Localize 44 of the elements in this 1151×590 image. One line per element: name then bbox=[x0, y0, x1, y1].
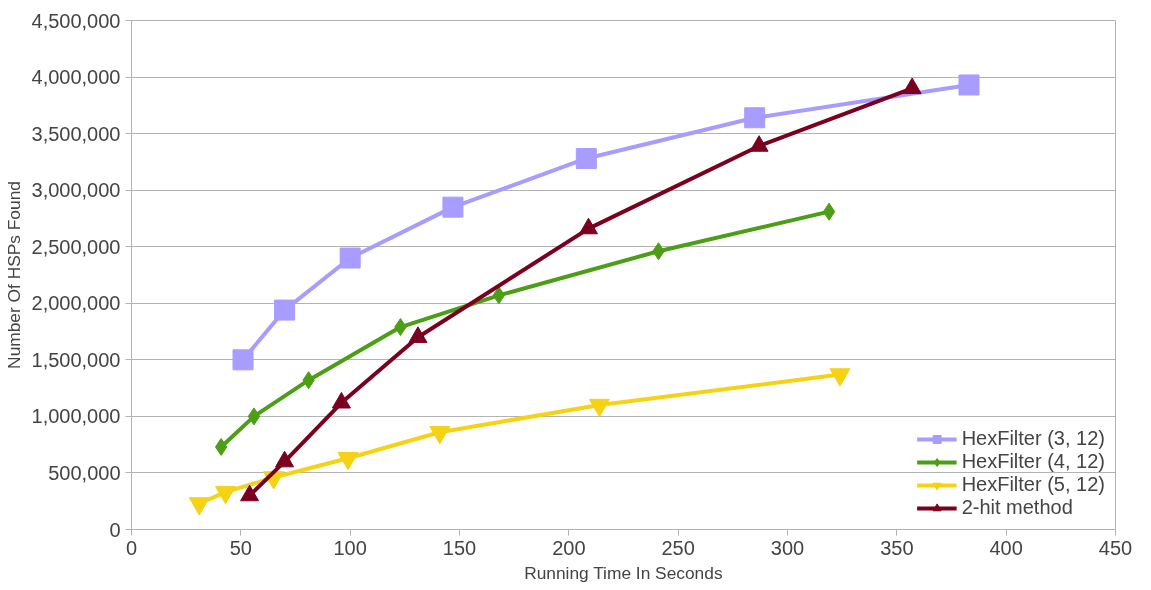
x-tick-label: 0 bbox=[125, 536, 138, 559]
y-tick-label: 4,500,000 bbox=[31, 9, 121, 32]
x-tick-label: 200 bbox=[552, 536, 586, 559]
y-axis-title: Number Of HSPs Found bbox=[3, 181, 24, 369]
point bbox=[749, 135, 769, 152]
y-tick-label: 1,000,000 bbox=[31, 405, 121, 428]
legend-label: HexFilter (4, 12) bbox=[961, 450, 1105, 473]
point bbox=[588, 398, 610, 418]
point bbox=[492, 286, 506, 305]
point bbox=[902, 77, 922, 95]
point bbox=[429, 425, 451, 445]
point bbox=[744, 107, 766, 129]
x-tick-label: 250 bbox=[661, 536, 695, 559]
point bbox=[247, 407, 261, 426]
point bbox=[215, 485, 237, 505]
point bbox=[575, 148, 597, 169]
y-tick-label: 1,500,000 bbox=[31, 348, 121, 371]
y-tick-label: 3,500,000 bbox=[31, 122, 121, 145]
x-tick-label: 350 bbox=[880, 536, 914, 559]
point bbox=[188, 497, 210, 516]
x-tick-label: 450 bbox=[1098, 536, 1133, 559]
y-tick-label: 2,500,000 bbox=[31, 235, 121, 258]
y-tick-label: 3,000,000 bbox=[31, 179, 121, 202]
point bbox=[232, 349, 254, 371]
point bbox=[442, 196, 464, 218]
y-tick-label: 4,000,000 bbox=[31, 66, 121, 89]
x-axis-title: Running Time In Seconds bbox=[524, 562, 723, 583]
point bbox=[337, 451, 359, 471]
y-tick-label: 500,000 bbox=[48, 461, 121, 484]
x-tick-label: 100 bbox=[333, 536, 367, 559]
point bbox=[958, 74, 980, 96]
point bbox=[822, 202, 836, 221]
legend-label: 2-hit method bbox=[961, 496, 1073, 519]
x-tick-label: 50 bbox=[229, 536, 252, 559]
point bbox=[274, 299, 296, 321]
legend-label: HexFilter (5, 12) bbox=[961, 473, 1105, 496]
x-tick-label: 300 bbox=[770, 536, 805, 559]
y-tick-label: 2,000,000 bbox=[31, 292, 121, 315]
x-tick-label: 400 bbox=[989, 536, 1023, 559]
point bbox=[339, 247, 361, 269]
point bbox=[829, 368, 851, 387]
x-tick-label: 150 bbox=[442, 536, 477, 559]
y-tick-label: 0 bbox=[109, 518, 121, 541]
legend-label: HexFilter (3, 12) bbox=[961, 427, 1105, 450]
